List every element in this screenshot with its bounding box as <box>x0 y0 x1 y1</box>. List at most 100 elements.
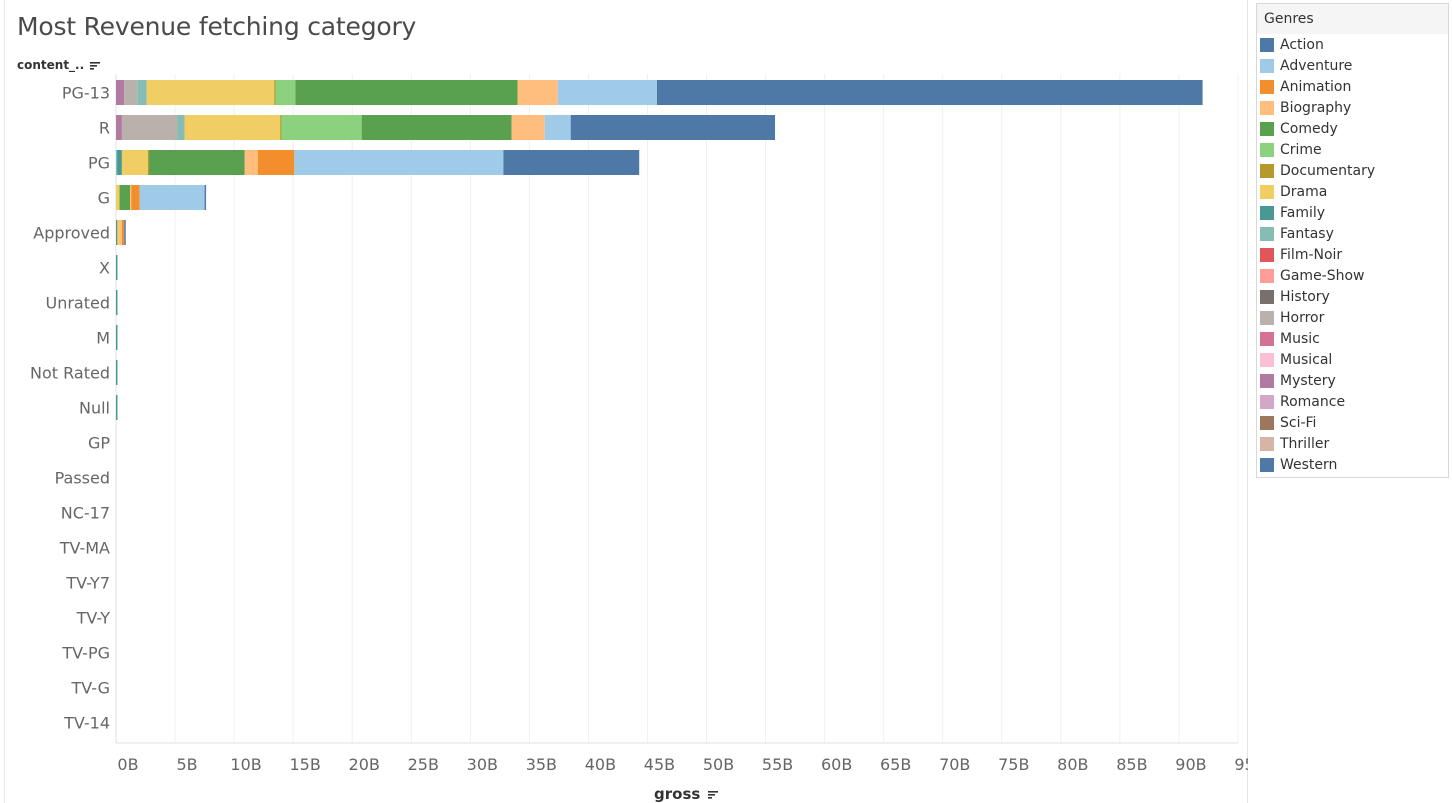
legend-item-western[interactable]: Western <box>1257 454 1448 475</box>
bar-segment-horror[interactable] <box>121 115 178 140</box>
bar-segment-mystery[interactable] <box>116 115 122 140</box>
category-label[interactable]: PG <box>88 154 110 173</box>
bar-segment-family[interactable] <box>116 360 118 385</box>
bar-segment-action[interactable] <box>656 80 1203 105</box>
bar-segment-comedy[interactable] <box>361 115 512 140</box>
category-label[interactable]: M <box>96 329 110 348</box>
category-label[interactable]: Not Rated <box>30 364 110 383</box>
bar-segment-action[interactable] <box>570 115 776 140</box>
legend-item-animation[interactable]: Animation <box>1257 76 1448 97</box>
legend-item-documentary[interactable]: Documentary <box>1257 160 1448 181</box>
bar-segment-biography[interactable] <box>130 185 132 210</box>
bar-segment-action[interactable] <box>503 150 640 175</box>
legend-item-sci-fi[interactable]: Sci-Fi <box>1257 412 1448 433</box>
legend-item-game-show[interactable]: Game-Show <box>1257 265 1448 286</box>
bar-segment-adventure[interactable] <box>544 115 571 140</box>
x-tick-label: 55B <box>762 755 793 774</box>
bar-segment-horror[interactable] <box>124 80 138 105</box>
bar-segment-adventure[interactable] <box>557 80 657 105</box>
bar-segment-family[interactable] <box>117 150 122 175</box>
bar-segment-family[interactable] <box>116 220 118 245</box>
legend-list: Action Adventure Animation Biography Comedy C… <box>1257 34 1448 475</box>
bar-segment-biography[interactable] <box>511 115 545 140</box>
legend-item-biography[interactable]: Biography <box>1257 97 1448 118</box>
legend-label: Biography <box>1280 99 1352 116</box>
sort-icon[interactable] <box>707 790 718 799</box>
bar-segment-fantasy[interactable] <box>177 115 185 140</box>
bar-segment-family[interactable] <box>116 395 118 420</box>
category-label[interactable]: TV-PG <box>61 644 110 663</box>
legend-item-mystery[interactable]: Mystery <box>1257 370 1448 391</box>
bar-segment-biography[interactable] <box>119 220 122 245</box>
bar-segment-documentary[interactable] <box>147 150 150 175</box>
bar-segment-mystery[interactable] <box>116 80 125 105</box>
bar-segment-comedy[interactable] <box>295 80 518 105</box>
legend-item-drama[interactable]: Drama <box>1257 181 1448 202</box>
category-label[interactable]: Null <box>79 399 110 418</box>
category-label[interactable]: X <box>99 259 110 278</box>
bar-segment-family[interactable] <box>116 290 118 315</box>
bar-segment-crime[interactable] <box>275 80 296 105</box>
category-label[interactable]: R <box>99 119 110 138</box>
bar-segment-drama[interactable] <box>184 115 281 140</box>
category-label[interactable]: TV-Y7 <box>65 574 110 593</box>
bar-segment-family[interactable] <box>116 255 118 280</box>
row-header[interactable]: content_.. <box>17 58 101 72</box>
category-label[interactable]: Unrated <box>45 294 110 313</box>
bar-segment-action[interactable] <box>124 220 126 245</box>
legend-item-horror[interactable]: Horror <box>1257 307 1448 328</box>
bar-segment-documentary[interactable] <box>280 115 282 140</box>
legend-item-history[interactable]: History <box>1257 286 1448 307</box>
legend-item-romance[interactable]: Romance <box>1257 391 1448 412</box>
category-label[interactable]: GP <box>88 434 110 453</box>
bar-segment-animation[interactable] <box>121 220 125 245</box>
legend-swatch <box>1260 331 1274 346</box>
bar-segment-documentary[interactable] <box>274 80 276 105</box>
bar-segment-family[interactable] <box>116 325 118 350</box>
legend-label: History <box>1280 288 1330 305</box>
legend-label: Documentary <box>1280 162 1376 179</box>
category-label[interactable]: TV-G <box>70 679 110 698</box>
legend-item-family[interactable]: Family <box>1257 202 1448 223</box>
category-label[interactable]: Passed <box>55 469 110 488</box>
bar-segment-adventure[interactable] <box>139 185 205 210</box>
x-tick-label: 95B <box>1234 755 1248 774</box>
category-label[interactable]: G <box>98 189 110 208</box>
category-label[interactable]: TV-MA <box>59 539 110 558</box>
bar-segment-animation[interactable] <box>257 150 295 175</box>
legend-label: Adventure <box>1280 57 1353 74</box>
legend-item-comedy[interactable]: Comedy <box>1257 118 1448 139</box>
legend-item-music[interactable]: Music <box>1257 328 1448 349</box>
legend-swatch <box>1260 142 1274 157</box>
bar-segment-biography[interactable] <box>517 80 558 105</box>
legend-item-action[interactable]: Action <box>1257 34 1448 55</box>
category-label[interactable]: NC-17 <box>61 504 110 523</box>
bar-segment-fantasy[interactable] <box>116 150 118 175</box>
bar-segment-action[interactable] <box>204 185 207 210</box>
bar-segment-comedy[interactable] <box>149 150 245 175</box>
x-tick-label: 65B <box>880 755 911 774</box>
legend-item-fantasy[interactable]: Fantasy <box>1257 223 1448 244</box>
legend-item-crime[interactable]: Crime <box>1257 139 1448 160</box>
bar-segment-biography[interactable] <box>244 150 258 175</box>
bar-segment-drama[interactable] <box>121 150 148 175</box>
category-label[interactable]: TV-14 <box>63 714 110 733</box>
legend-item-adventure[interactable]: Adventure <box>1257 55 1448 76</box>
category-label[interactable]: Approved <box>33 224 110 243</box>
bar-segment-animation[interactable] <box>131 185 140 210</box>
legend-item-thriller[interactable]: Thriller <box>1257 433 1448 454</box>
x-axis-title[interactable]: gross <box>654 785 718 803</box>
bar-segment-drama[interactable] <box>117 220 120 245</box>
bar-segment-fantasy[interactable] <box>137 80 147 105</box>
category-label[interactable]: TV-Y <box>76 609 111 628</box>
bar-segment-drama[interactable] <box>146 80 275 105</box>
bar-segment-comedy[interactable] <box>119 185 131 210</box>
sort-icon[interactable] <box>90 61 101 70</box>
legend-item-musical[interactable]: Musical <box>1257 349 1448 370</box>
bar-segment-adventure[interactable] <box>294 150 504 175</box>
bar-segment-crime[interactable] <box>281 115 362 140</box>
legend-item-film-noir[interactable]: Film-Noir <box>1257 244 1448 265</box>
chart-title: Most Revenue fetching category <box>17 12 417 41</box>
bar-segment-drama[interactable] <box>116 185 120 210</box>
category-label[interactable]: PG-13 <box>62 84 110 103</box>
